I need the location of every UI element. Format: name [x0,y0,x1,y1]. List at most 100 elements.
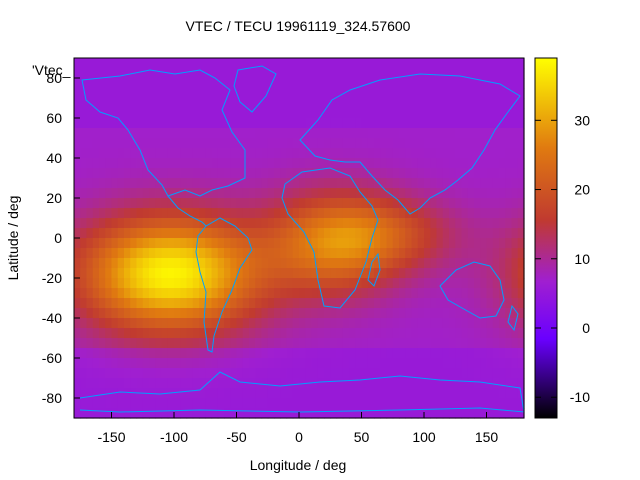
heatmap-cell [511,228,519,239]
heatmap-cell [261,68,269,79]
heatmap-cell [249,68,256,79]
heatmap-cell [299,268,306,279]
heatmap-cell [205,278,213,289]
heatmap-cell [130,58,138,69]
heatmap-cell [374,88,381,99]
heatmap-cell [392,278,400,289]
heatmap-cell [205,228,213,239]
heatmap-cell [286,298,294,309]
heatmap-cell [142,188,150,199]
heatmap-cell [255,368,263,379]
heatmap-cell [417,58,425,69]
heatmap-cell [411,208,419,219]
heatmap-cell [511,258,519,269]
heatmap-cell [499,368,506,379]
heatmap-cell [442,158,450,169]
heatmap-cell [492,208,500,219]
heatmap-cell [355,408,363,419]
heatmap-cell [199,178,206,189]
heatmap-cell [99,58,106,69]
heatmap-cell [449,188,456,199]
heatmap-cell [242,408,250,419]
heatmap-cell [399,118,406,129]
heatmap-cell [486,208,494,219]
heatmap-cell [486,68,494,79]
heatmap-cell [336,258,344,269]
heatmap-cell [255,68,263,79]
heatmap-cell [474,228,481,239]
x-tick-label: 100 [412,429,436,445]
heatmap-cell [517,138,525,149]
heatmap-cell [411,278,419,289]
heatmap-cell [205,298,213,309]
heatmap-cell [74,348,81,359]
heatmap-cell [386,58,394,69]
heatmap-cell [192,128,200,139]
heatmap-cell [411,148,419,159]
heatmap-cell [474,248,481,259]
heatmap-cell [80,88,88,99]
heatmap-cell [480,78,488,89]
heatmap-cell [180,68,188,79]
heatmap-cell [205,148,213,159]
heatmap-cell [124,118,131,129]
heatmap-cell [355,198,363,209]
heatmap-cell [249,208,256,219]
heatmap-cell [105,78,113,89]
heatmap-cell [474,138,481,149]
heatmap-cell [149,298,156,309]
heatmap-cell [349,278,356,289]
heatmap-cell [499,358,506,369]
heatmap-cell [336,148,344,159]
heatmap-cell [399,278,406,289]
heatmap-cell [74,168,81,179]
heatmap-cell [324,228,331,239]
heatmap-cell [274,208,281,219]
heatmap-cell [430,248,438,259]
heatmap-cell [136,328,144,339]
heatmap-cell [74,398,81,409]
heatmap-cell [424,58,431,69]
heatmap-cell [449,68,456,79]
heatmap-cell [499,338,506,349]
heatmap-cell [80,318,88,329]
heatmap-cell [230,188,238,199]
heatmap-cell [180,298,188,309]
heatmap-cell [311,138,319,149]
heatmap-cell [99,348,106,359]
heatmap-cell [380,58,388,69]
heatmap-cell [417,88,425,99]
heatmap-cell [342,318,350,329]
heatmap-cell [136,308,144,319]
heatmap-cell [74,388,81,399]
heatmap-cell [455,258,463,269]
heatmap-cell [455,278,463,289]
heatmap-cell [217,238,225,249]
heatmap-cell [480,258,488,269]
heatmap-cell [380,128,388,139]
heatmap-cell [330,298,338,309]
heatmap-cell [142,198,150,209]
heatmap-cell [411,268,419,279]
heatmap-cell [280,278,288,289]
heatmap-cell [86,378,94,389]
heatmap-cell [199,278,206,289]
heatmap-cell [336,298,344,309]
heatmap-cell [211,218,219,229]
heatmap-cell [392,388,400,399]
heatmap-cell [236,288,244,299]
heatmap-cell [205,338,213,349]
heatmap-cell [367,208,375,219]
heatmap-cell [336,198,344,209]
heatmap-cell [467,378,475,389]
heatmap-cell [442,118,450,129]
heatmap-cell [405,158,413,169]
heatmap-cell [299,188,306,199]
heatmap-cell [249,408,256,419]
heatmap-cell [330,318,338,329]
heatmap-cell [186,258,194,269]
heatmap-cell [180,218,188,229]
heatmap-cell [117,168,125,179]
heatmap-cell [386,88,394,99]
heatmap-cell [292,398,300,409]
